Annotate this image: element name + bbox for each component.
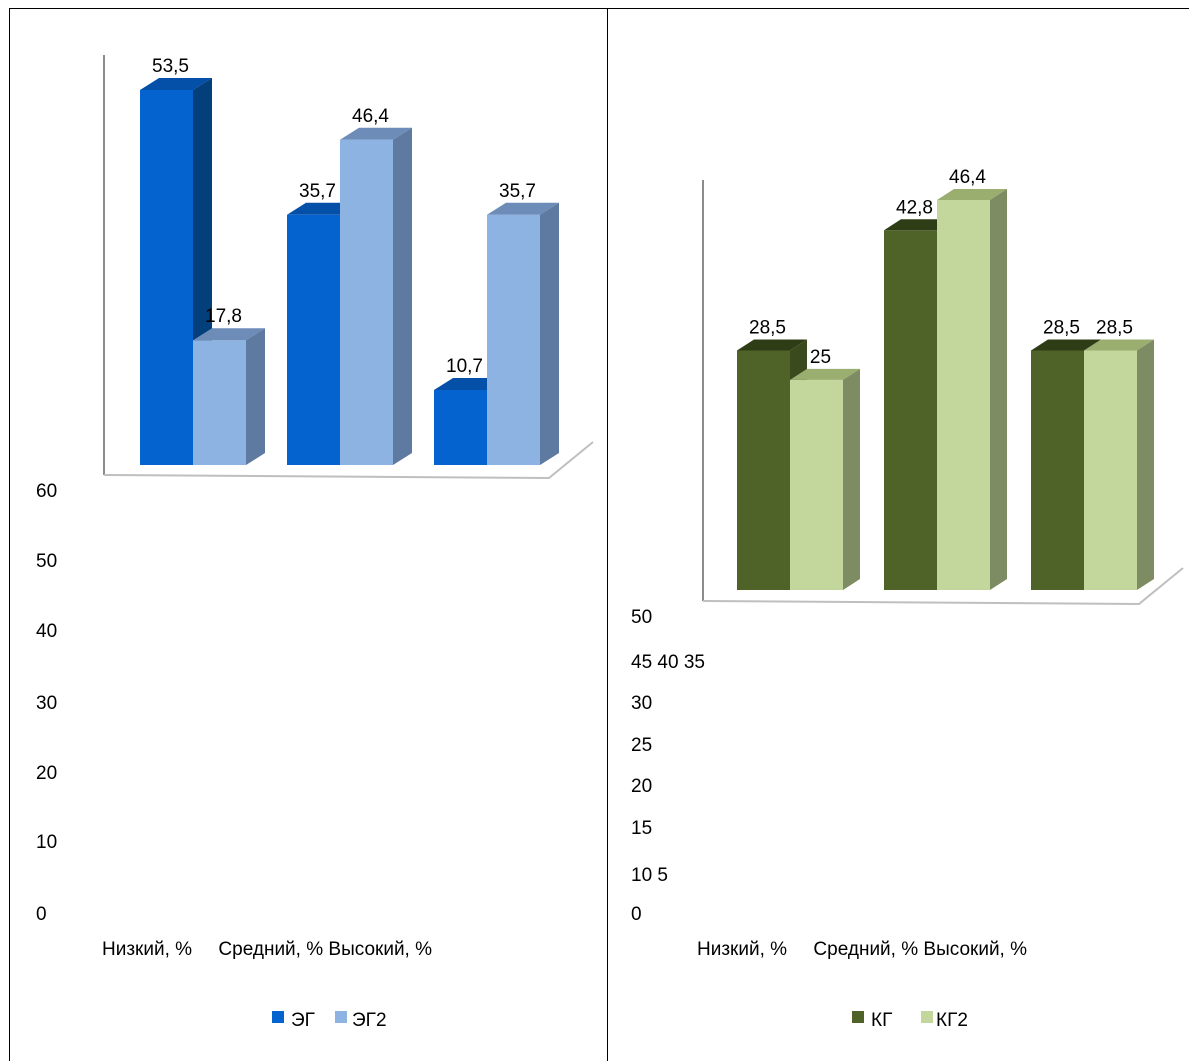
data-label-1-0-1: 42,8: [896, 197, 933, 218]
y-tick-1-1: 45 40 35: [631, 652, 705, 673]
bar-side-1-1-1: [990, 189, 1007, 590]
bar-side-0-1-0: [246, 328, 265, 465]
data-label-0-1-2: 35,7: [499, 181, 536, 202]
data-label-0-1-0: 17,8: [205, 306, 242, 327]
y-tick-0-0: 60: [36, 481, 57, 502]
y-tick-0-2: 40: [36, 621, 57, 642]
y-tick-1-2: 30: [631, 693, 652, 714]
chart-panel-eg: [9, 8, 607, 1061]
category-labels-0: Низкий, % Средний, % Высокий, %: [102, 939, 432, 960]
category-labels-1: Низкий, % Средний, % Высокий, %: [697, 939, 1027, 960]
y-tick-0-3: 30: [36, 693, 57, 714]
y-tick-1-0: 50: [631, 607, 652, 628]
chart-0-floor: [103, 441, 594, 480]
bar-top-1-1-0: [790, 368, 860, 380]
legend-swatch-1-1: [921, 1011, 933, 1023]
y-tick-1-6: 10 5: [631, 865, 668, 886]
bar-0-0-1: [287, 214, 340, 465]
data-label-1-0-2: 28,5: [1043, 317, 1080, 338]
legend-label-0-1: ЭГ2: [352, 1010, 387, 1031]
data-label-1-0-0: 28,5: [749, 317, 786, 338]
bar-1-1-2: [1084, 350, 1137, 590]
bar-top-0-1-2: [487, 202, 559, 215]
bar-0-1-2: [487, 214, 540, 465]
bar-side-0-1-2: [540, 202, 559, 465]
y-tick-1-3: 25: [631, 735, 652, 756]
y-tick-0-6: 0: [36, 904, 47, 925]
bar-top-1-1-2: [1084, 339, 1154, 351]
bar-1-0-2: [1031, 350, 1084, 590]
bar-side-1-1-0: [843, 368, 860, 590]
bar-0-0-2: [434, 390, 487, 465]
bar-top-1-0-0: [737, 339, 807, 351]
y-tick-0-5: 10: [36, 832, 57, 853]
data-label-1-1-2: 28,5: [1096, 317, 1133, 338]
bar-1-1-0: [790, 379, 843, 590]
bar-1-0-0: [737, 350, 790, 590]
legend-swatch-1-0: [852, 1011, 864, 1023]
chart-1-floor: [702, 567, 1184, 606]
chart-panel-kg: [607, 8, 1189, 1061]
y-tick-0-4: 20: [36, 763, 57, 784]
y-tick-1-7: 0: [631, 904, 642, 925]
bar-0-1-1: [340, 139, 393, 465]
legend-label-1-1: КГ2: [936, 1010, 968, 1031]
legend-swatch-0-0: [272, 1011, 284, 1023]
bar-top-1-0-2: [1031, 339, 1101, 351]
y-tick-0-1: 50: [36, 551, 57, 572]
data-label-0-0-1: 35,7: [299, 181, 336, 202]
data-label-0-1-1: 46,4: [352, 106, 389, 127]
y-tick-1-5: 15: [631, 818, 652, 839]
legend-label-1-0: КГ: [871, 1010, 892, 1031]
bar-side-0-1-1: [393, 127, 412, 465]
bar-top-0-1-1: [340, 127, 412, 140]
bar-top-0-1-0: [193, 328, 265, 341]
data-label-1-1-0: 25: [810, 347, 831, 368]
legend-label-0-0: ЭГ: [291, 1010, 315, 1031]
data-label-0-0-0: 53,5: [152, 56, 189, 77]
bar-0-1-0: [193, 340, 246, 465]
bar-side-1-1-2: [1137, 339, 1154, 590]
bar-top-0-0-0: [140, 78, 212, 90]
legend-swatch-0-1: [335, 1011, 347, 1023]
data-label-1-1-1: 46,4: [949, 167, 986, 188]
y-tick-1-4: 20: [631, 776, 652, 797]
bar-1-1-1: [937, 200, 990, 590]
bar-0-0-0: [140, 90, 193, 465]
bar-top-1-1-1: [937, 189, 1007, 200]
data-label-0-0-2: 10,7: [446, 356, 483, 377]
bar-1-0-1: [884, 230, 937, 591]
bar-top-1-0-1: [884, 219, 954, 231]
